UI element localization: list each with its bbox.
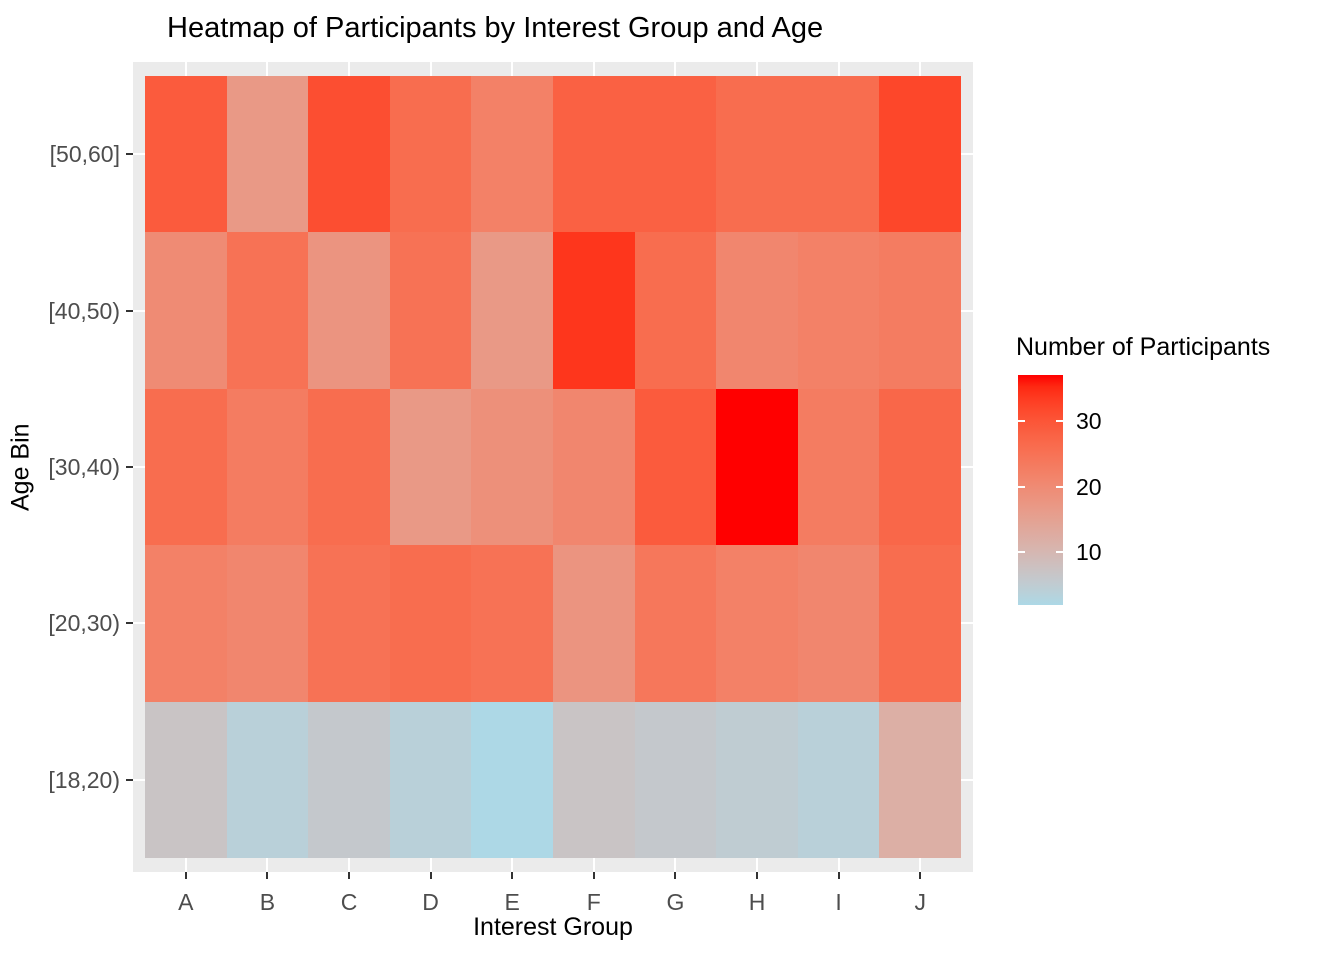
- x-axis-tick: [919, 872, 922, 879]
- x-tick-label: I: [835, 889, 842, 915]
- x-axis-tick: [184, 872, 187, 879]
- heatmap-cell: [716, 545, 799, 703]
- legend-tick-mark: [1056, 420, 1063, 422]
- x-tick-label: H: [748, 889, 766, 915]
- heatmap-cell: [145, 545, 228, 703]
- y-axis-tick: [126, 622, 133, 625]
- legend-tick-label: 20: [1076, 473, 1102, 500]
- x-axis-title: Interest Group: [473, 913, 633, 941]
- y-tick-label: [40,50): [48, 297, 120, 324]
- heatmap-cell: [471, 76, 554, 233]
- heatmap-cell: [879, 701, 962, 859]
- x-axis-tick: [266, 872, 269, 879]
- heatmap-cell: [308, 701, 391, 859]
- x-axis-tick: [674, 872, 677, 879]
- legend-tick-mark: [1056, 485, 1063, 488]
- heatmap-cell: [471, 545, 554, 703]
- legend-tick-mark: [1018, 485, 1025, 488]
- legend-tick-mark: [1018, 551, 1025, 554]
- y-tick-label: [20,30): [48, 610, 120, 637]
- x-tick-label: G: [666, 889, 685, 915]
- heatmap-cell: [226, 701, 309, 859]
- x-axis-tick: [837, 872, 840, 879]
- heatmap-cell: [879, 76, 962, 233]
- y-tick-label: [30,40): [48, 454, 120, 480]
- heatmap-cell: [634, 76, 717, 233]
- heatmap-cell: [389, 545, 472, 703]
- heatmap-cell: [634, 388, 717, 546]
- heatmap-cell: [797, 232, 880, 390]
- x-tick-label: J: [914, 889, 926, 915]
- heatmap-cell: [226, 545, 309, 703]
- heatmap-cell: [471, 701, 554, 859]
- x-axis-tick: [592, 872, 595, 879]
- heatmap-cell: [879, 545, 962, 703]
- x-axis-tick: [756, 872, 758, 879]
- legend-tick-mark: [1018, 420, 1025, 422]
- heatmap-cell: [389, 232, 472, 390]
- x-axis-tick: [429, 872, 432, 879]
- heatmap-cell: [145, 76, 228, 233]
- chart-title: Heatmap of Participants by Interest Grou…: [167, 12, 824, 44]
- heatmap-cell: [634, 701, 717, 859]
- heatmap-cell: [226, 232, 309, 390]
- heatmap-cell: [716, 701, 799, 859]
- x-tick-label: D: [422, 889, 439, 915]
- heatmap-cell: [308, 232, 391, 390]
- heatmap-cell: [553, 545, 636, 703]
- heatmap-cell: [716, 232, 799, 390]
- heatmap-cell: [308, 76, 391, 233]
- heatmap-cell: [797, 701, 880, 859]
- y-tick-label: [18,20): [48, 766, 120, 793]
- heatmap-cell: [553, 388, 636, 546]
- heatmap-cell: [471, 232, 554, 390]
- y-axis-tick: [126, 778, 133, 781]
- x-axis-tick: [511, 872, 514, 879]
- heatmap-cell: [797, 545, 880, 703]
- x-tick-label: E: [504, 889, 520, 915]
- legend-tick-label: 10: [1076, 539, 1102, 566]
- heatmap-cell: [553, 701, 636, 859]
- plot-panel: [133, 62, 973, 872]
- x-tick-label: C: [340, 889, 358, 915]
- heatmap-cell: [145, 232, 228, 390]
- heatmap-cell: [145, 701, 228, 859]
- legend-tick-label: 30: [1076, 408, 1102, 434]
- heatmap-cell: [553, 232, 636, 390]
- heatmap-cell: [145, 388, 228, 546]
- heatmap-cell: [389, 388, 472, 546]
- y-axis-tick: [126, 309, 133, 312]
- heatmap-cell: [797, 388, 880, 546]
- legend-title: Number of Participants: [1016, 333, 1271, 361]
- heatmap-cell: [716, 76, 799, 233]
- y-axis-title: Age Bin: [6, 423, 35, 511]
- x-tick-label: A: [178, 889, 194, 915]
- heatmap-cell: [389, 76, 472, 233]
- legend-gradient-bar: [1018, 375, 1063, 605]
- heatmap-cell: [308, 388, 391, 546]
- heatmap-cell: [389, 701, 472, 859]
- y-axis-tick: [126, 466, 133, 468]
- x-axis-tick: [348, 872, 350, 879]
- heatmap-cell: [879, 388, 962, 546]
- heatmap-cell: [226, 76, 309, 233]
- heatmap-cell: [471, 388, 554, 546]
- heatmap-cell: [308, 545, 391, 703]
- heatmap-cell: [879, 232, 962, 390]
- heatmap-cell: [553, 76, 636, 233]
- y-axis-tick: [126, 153, 133, 156]
- heatmap-cell: [634, 545, 717, 703]
- heatmap-cell: [226, 388, 309, 546]
- heatmap-cell: [797, 76, 880, 233]
- x-tick-label: F: [586, 889, 601, 915]
- x-tick-label: B: [259, 889, 276, 915]
- legend-tick-mark: [1056, 551, 1063, 554]
- heatmap-cell: [716, 388, 799, 546]
- heatmap-cell: [634, 232, 717, 390]
- y-tick-label: [50,60]: [49, 141, 120, 168]
